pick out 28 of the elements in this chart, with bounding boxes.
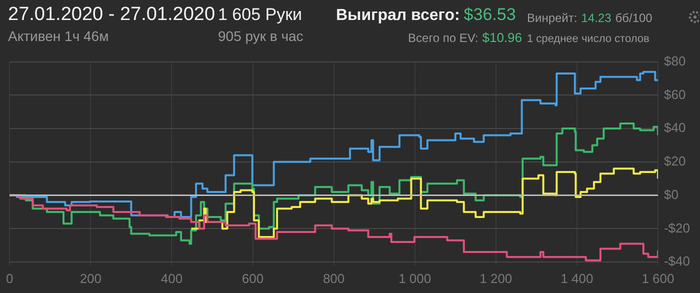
text: Активен 1ч 46м [8,28,109,44]
x-tick-label: 0 [6,270,14,286]
text: Винрейт: [527,11,578,25]
text: 1 605 Руки [218,5,302,24]
text: $10.96 [482,30,522,45]
x-tick-label: 800 [322,270,345,286]
text: 905 рук в час [218,28,304,44]
y-tick-label: $0 [664,186,678,202]
y-tick-label: $60 [664,86,686,102]
text: 14.23 [581,11,612,25]
text: бб/100 [615,11,652,25]
x-tick-label: 200 [80,270,102,286]
y-tick-label: $80 [664,53,686,68]
x-tick-label: 400 [160,270,183,286]
x-tick-label: 1 000 [398,270,432,286]
x-tick-label: 1 400 [560,270,594,286]
y-tick-label: $40 [664,120,686,136]
text: $36.53 [464,5,516,24]
y-tick-label: -$20 [664,220,690,236]
text: Всего по EV: [408,31,478,45]
x-tick-label: 1 200 [480,270,512,286]
text: Выиграл всего: [336,7,460,24]
chart-title: 27.01.2020 - 27.01.2020 [8,4,216,26]
y-tick-label: $20 [664,154,686,169]
x-tick-label: 1 600 [642,270,674,286]
x-tick-label: 600 [242,270,264,286]
y-tick-label: -$40 [664,254,690,269]
text: 1 среднее число столов [527,33,650,45]
